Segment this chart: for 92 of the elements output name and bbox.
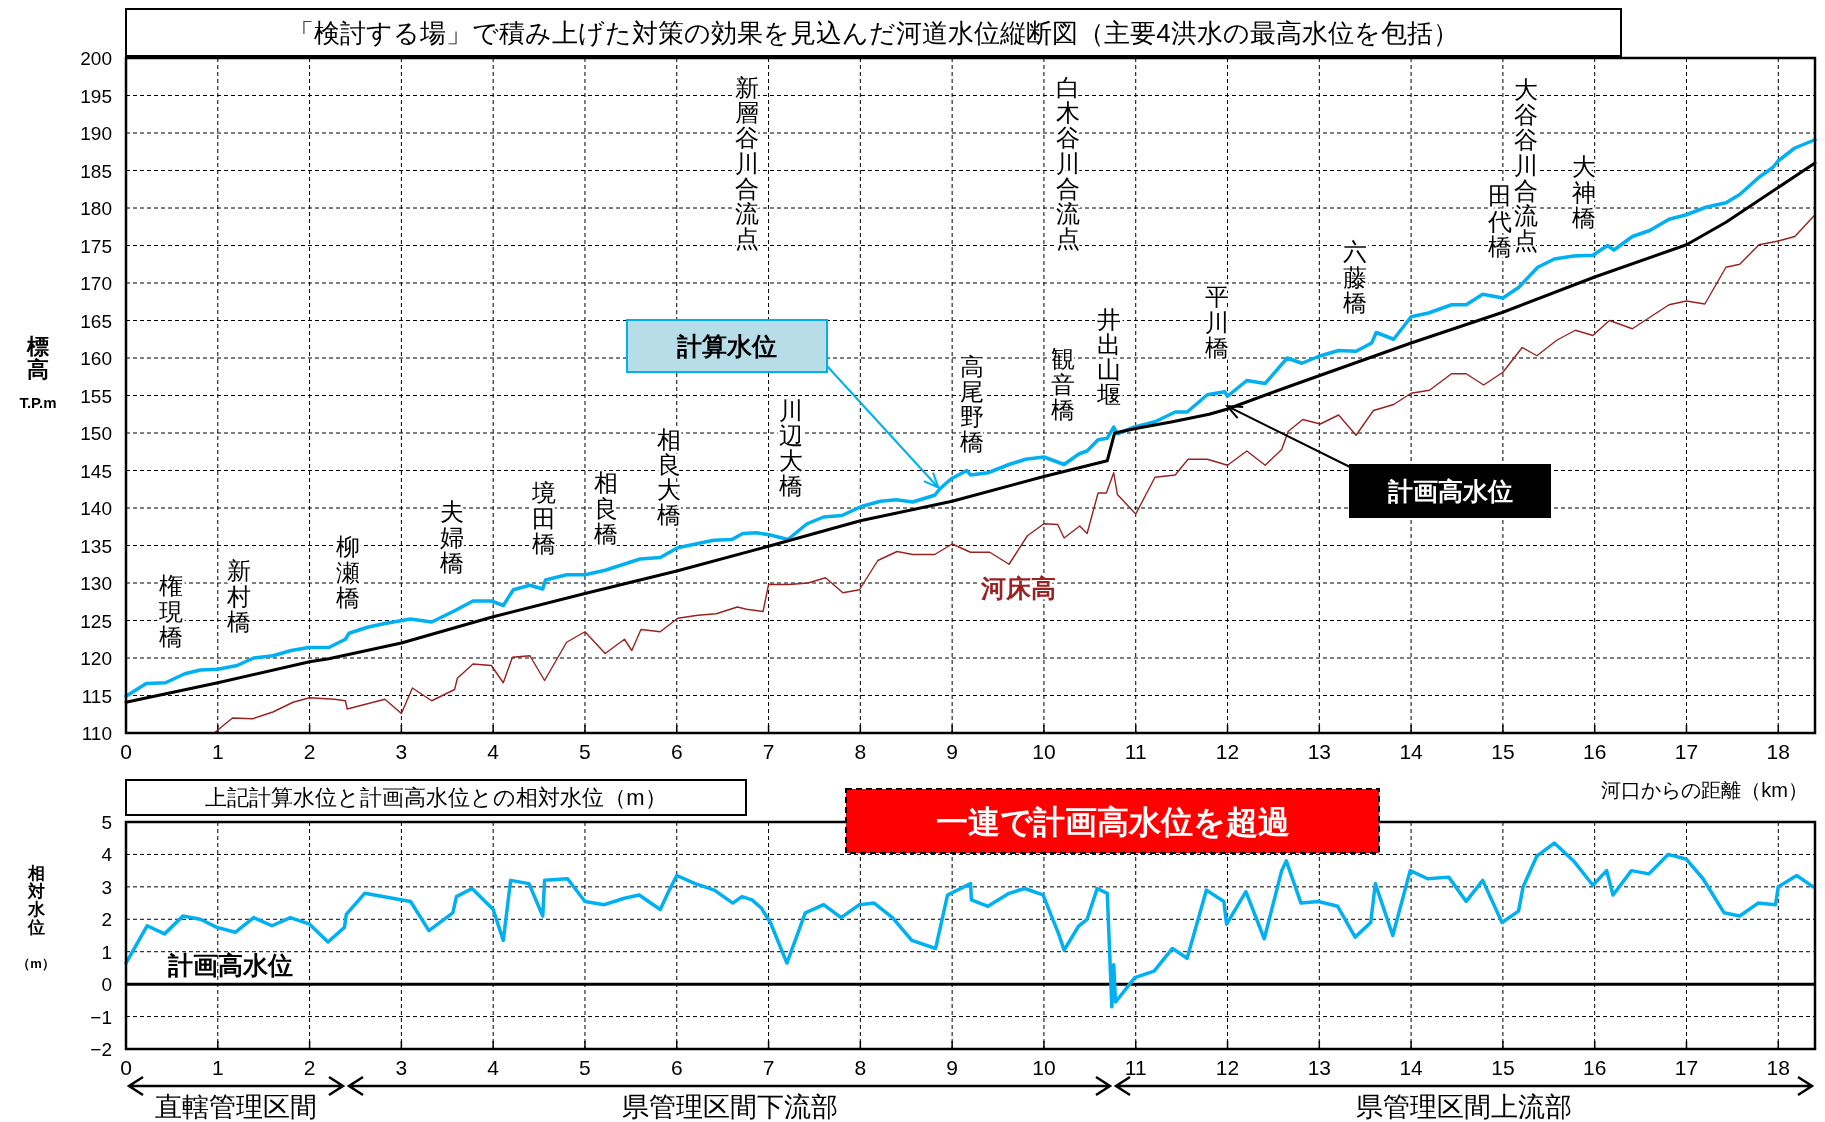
text: 県管理区間下流部: [621, 1092, 838, 1122]
y-tick-label: 135: [80, 535, 112, 557]
x-tick-label: 12: [1215, 740, 1240, 763]
y-tick-label: −2: [90, 1039, 112, 1060]
x-tick-label: 18: [1766, 740, 1790, 763]
y-tick-label: 165: [80, 310, 112, 332]
x-tick-label: 11: [1124, 1056, 1147, 1079]
x-tick-label: 13: [1307, 740, 1331, 763]
y-tick-label: 180: [80, 198, 112, 219]
y-tick-label: 140: [80, 498, 112, 519]
y-tick-label: 195: [80, 85, 112, 107]
annotation: 相良橋: [594, 469, 618, 547]
annotation: 相良大橋: [657, 425, 681, 529]
x-tick-label: 8: [854, 740, 867, 763]
y-tick-label: 185: [80, 160, 112, 182]
x-tick-label: 13: [1307, 1056, 1331, 1079]
text: 計算水位: [676, 332, 777, 360]
y-tick-label: 4: [101, 844, 113, 866]
x-tick-label: 16: [1583, 740, 1607, 763]
annotation: 新村橋: [226, 557, 251, 635]
y-axis-title: 標高T.P.m: [19, 334, 57, 411]
x-tick-label: 10: [1032, 740, 1056, 763]
x-tick-label: 14: [1399, 1056, 1424, 1079]
x-tick-label: 1: [211, 1056, 224, 1079]
annotation: 田代橋: [1487, 182, 1512, 260]
x-tick-label: 8: [854, 1056, 867, 1079]
y-tick-label: 145: [80, 460, 112, 482]
y-tick-label: 2: [101, 909, 112, 931]
x-tick-label: 4: [487, 1056, 500, 1079]
annotation: 井出山堰: [1096, 305, 1121, 409]
chart-title: 「検討する場」で積み上げた対策の効果を見込んだ河道水位縦断図（主要4洪水の最高水位を包括）: [288, 17, 1459, 48]
x-tick-label: 4: [487, 740, 500, 763]
x-tick-label: 3: [395, 740, 408, 763]
y-tick-label: 5: [101, 812, 112, 833]
x-tick-label: 16: [1583, 1056, 1607, 1079]
x-tick-label: 12: [1215, 1056, 1240, 1079]
annotation: 大神橋: [1572, 153, 1596, 231]
y-tick-label: 115: [81, 685, 112, 707]
y-tick-label: 175: [80, 235, 112, 257]
y-tick-label: 150: [80, 423, 112, 444]
x-tick-label: 14: [1399, 740, 1424, 763]
x-tick-label: 3: [395, 1056, 408, 1079]
x-tick-label: 18: [1766, 1056, 1790, 1079]
x-tick-label: 15: [1491, 740, 1515, 763]
x-tick-label: 17: [1674, 1056, 1699, 1079]
y-tick-label: 190: [80, 123, 112, 144]
annotation: 六藤橋: [1343, 238, 1367, 316]
y-tick-label: 155: [80, 385, 112, 407]
x-tick-label: 1: [211, 740, 224, 763]
text: 計画高水位: [1386, 477, 1513, 505]
y-tick-label: 0: [101, 974, 112, 996]
ref-line-label: 計画高水位: [167, 951, 293, 980]
x-tick-label: 7: [762, 1056, 775, 1079]
y-tick-label: 160: [80, 348, 112, 369]
y-tick-label: 170: [80, 273, 112, 294]
annotation: 新層谷川合流点: [735, 73, 759, 253]
x-tick-label: 11: [1124, 740, 1147, 763]
x-tick-label: 15: [1491, 1056, 1515, 1079]
annotation: 一連で計画高水位を超過: [935, 803, 1290, 840]
x-tick-label: 5: [579, 740, 591, 763]
x-tick-label: 9: [946, 740, 958, 763]
annotation: 観音橋: [1051, 345, 1075, 423]
annotation: 平川橋: [1205, 283, 1229, 361]
text: 直轄管理区間: [155, 1092, 317, 1122]
y-axis-title: 相対水位（m）: [17, 864, 55, 971]
y-tick-label: 1: [101, 941, 112, 963]
x-tick-label: 6: [670, 740, 683, 763]
x-tick-label: 17: [1674, 740, 1699, 763]
annotation: 権現橋: [159, 572, 183, 650]
annotation: 高尾野橋: [960, 352, 984, 456]
text: 県管理区間上流部: [1356, 1092, 1572, 1122]
x-tick-label: 0: [120, 740, 132, 763]
x-tick-label: 6: [670, 1056, 683, 1079]
annotation: 夫婦橋: [440, 498, 464, 576]
y-tick-label: 200: [80, 48, 112, 69]
x-tick-label: 2: [303, 740, 316, 763]
chart-title: 上記計算水位と計画高水位との相対水位（m）: [205, 785, 667, 811]
x-tick-label: 2: [303, 1056, 316, 1079]
x-axis-title: 河口からの距離（km）: [1601, 779, 1808, 801]
x-tick-label: 10: [1032, 1056, 1056, 1079]
x-tick-label: 0: [120, 1056, 132, 1079]
y-tick-label: 3: [101, 876, 112, 898]
annotation: 川辺大橋: [779, 396, 803, 500]
x-tick-label: 7: [762, 740, 775, 763]
annotation: 大谷谷川合流点: [1514, 75, 1538, 255]
x-tick-label: 5: [579, 1056, 591, 1079]
x-tick-label: 9: [946, 1056, 958, 1079]
y-tick-label: −1: [90, 1006, 112, 1028]
y-tick-label: 120: [80, 648, 112, 669]
y-tick-label: 110: [81, 723, 112, 744]
y-tick-label: 125: [80, 610, 112, 632]
y-tick-label: 130: [80, 573, 112, 594]
